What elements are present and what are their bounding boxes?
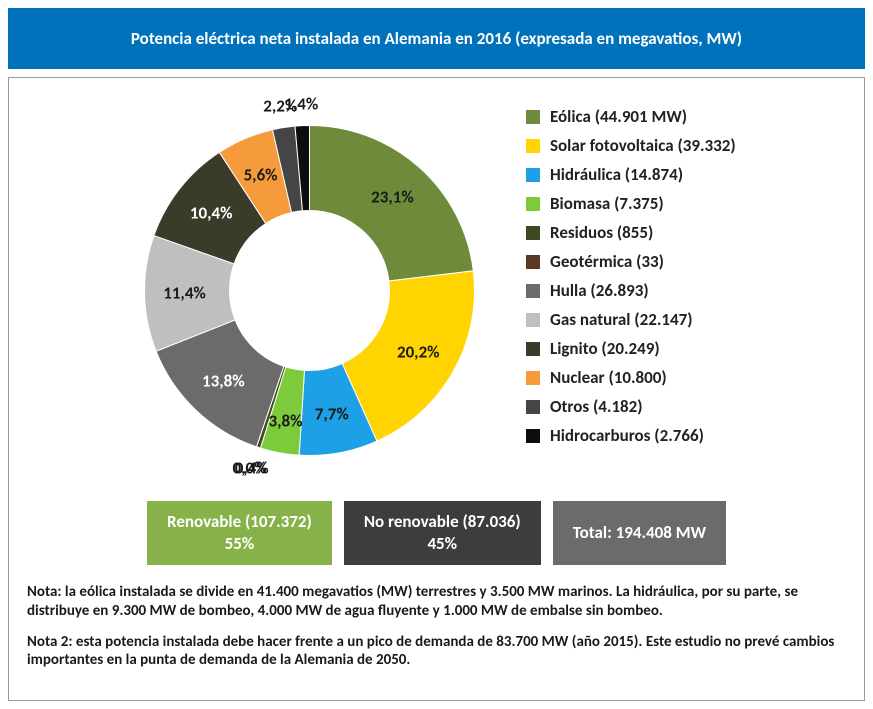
page-title: Potencia eléctrica neta instalada en Ale… [8,8,865,69]
legend-item-0: Eólica (44.901 MW) [526,106,736,127]
donut-chart: 23,1%20,2%7,7%3,8%0,4%0,0%13,8%11,4%10,4… [117,98,502,483]
legend-item-2: Hidráulica (14.874) [526,164,736,185]
legend-swatch [526,255,540,269]
slice-label-2: 7,7% [315,403,349,424]
legend-item-1: Solar fotovoltaica (39.332) [526,135,736,156]
legend-item-5: Geotérmica (33) [526,251,736,272]
slice-label-0: 23,1% [371,186,414,207]
legend-swatch [526,168,540,182]
slice-label-7: 11,4% [163,282,206,303]
legend-item-4: Residuos (855) [526,222,736,243]
legend-text: Lignito (20.249) [550,338,660,359]
legend-swatch [526,226,540,240]
legend-text: Gas natural (22.147) [550,309,693,330]
legend-item-10: Otros (4.182) [526,396,736,417]
summary-box-0: Renovable (107.372)55% [147,501,332,565]
legend-swatch [526,371,540,385]
legend-item-7: Gas natural (22.147) [526,309,736,330]
chart-frame: 23,1%20,2%7,7%3,8%0,4%0,0%13,8%11,4%10,4… [8,77,865,701]
chart-area: 23,1%20,2%7,7%3,8%0,4%0,0%13,8%11,4%10,4… [27,88,846,483]
legend-text: Geotérmica (33) [550,251,664,272]
legend-swatch [526,400,540,414]
legend-swatch [526,139,540,153]
summary-boxes: Renovable (107.372)55%No renovable (87.0… [27,501,846,565]
note-0: Nota: la eólica instalada se divide en 4… [27,583,846,621]
legend-text: Hulla (26.893) [550,280,649,301]
legend-text: Residuos (855) [550,222,653,243]
slice-label-8: 10,4% [190,203,233,224]
slice-label-9: 5,6% [244,165,278,186]
legend: Eólica (44.901 MW) Solar fotovoltaica (39… [526,98,736,454]
slice-label-6: 13,8% [202,371,245,392]
legend-swatch [526,429,540,443]
legend-item-9: Nuclear (10.800) [526,367,736,388]
legend-swatch [526,313,540,327]
legend-swatch [526,197,540,211]
notes: Nota: la eólica instalada se divide en 4… [27,583,846,670]
legend-text: Nuclear (10.800) [550,367,667,388]
legend-text: Biomasa (7.375) [550,193,664,214]
note-1: Nota 2: esta potencia instalada debe hac… [27,633,846,671]
slice-label-11: 1,4% [284,93,318,114]
legend-item-11: Hidrocarburos (2.766) [526,425,736,446]
legend-swatch [526,284,540,298]
legend-text: Hidrocarburos (2.766) [550,425,704,446]
slice-label-1: 20,2% [397,342,440,363]
summary-box-2: Total: 194.408 MW [553,501,726,565]
legend-text: Otros (4.182) [550,396,643,417]
legend-swatch [526,110,540,124]
infographic-container: Potencia eléctrica neta instalada en Ale… [0,8,873,701]
summary-box-1: No renovable (87.036)45% [344,501,541,565]
legend-text: Eólica (44.901 MW) [550,106,687,127]
legend-text: Hidráulica (14.874) [550,164,683,185]
slice-label-5: 0,0% [232,457,266,478]
legend-item-8: Lignito (20.249) [526,338,736,359]
legend-item-3: Biomasa (7.375) [526,193,736,214]
legend-swatch [526,342,540,356]
legend-text: Solar fotovoltaica (39.332) [550,135,736,156]
slice-label-3: 3,8% [268,410,302,431]
legend-item-6: Hulla (26.893) [526,280,736,301]
